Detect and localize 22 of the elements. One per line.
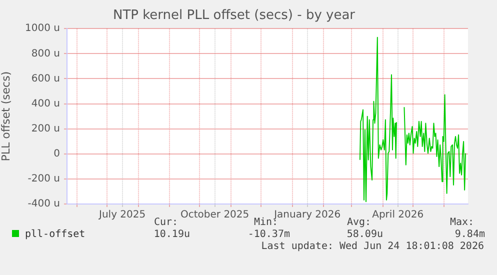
x-tick-label: April 2026 <box>372 210 424 221</box>
text: Avg: <box>347 217 372 228</box>
legend-label: pll-offset <box>25 229 86 240</box>
text: 9.84m <box>454 229 485 240</box>
chart-title: NTP kernel PLL offset (secs) - by year <box>112 8 356 24</box>
y-tick-label: 400 u <box>31 98 60 110</box>
text: -10.37m <box>248 229 290 240</box>
y-axis-title: PLL offset (secs) <box>0 71 12 162</box>
y-tick-label: -400 u <box>28 198 60 210</box>
y-tick-label: 1000 u <box>25 23 60 34</box>
text: Cur: <box>154 217 178 228</box>
text: 58.09u <box>346 229 383 240</box>
y-tick-label: 0 <box>54 148 60 160</box>
y-tick-label: 600 u <box>31 73 60 84</box>
y-tick-label: 200 u <box>31 123 60 134</box>
text: Last update: Wed Jun 24 18:01:08 2026 <box>261 241 484 252</box>
y-tick-label: 800 u <box>31 48 60 60</box>
y-tick-label: -200 u <box>28 174 60 185</box>
text: 10.19u <box>154 229 190 240</box>
x-tick-label: October 2025 <box>180 210 250 221</box>
text: Max: <box>450 217 474 228</box>
x-tick-label: July 2025 <box>98 210 146 221</box>
